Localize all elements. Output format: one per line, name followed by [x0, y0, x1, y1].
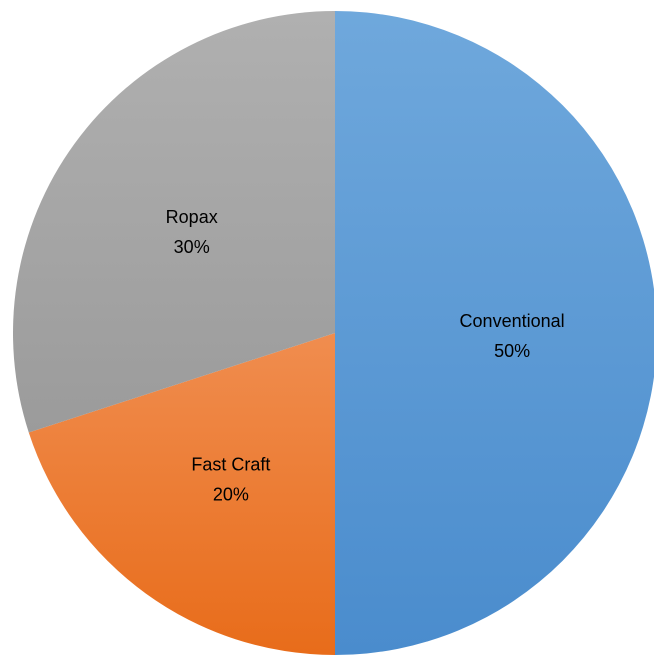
pie-slice-fast-craft — [28, 333, 335, 655]
slice-category-label: Fast Craft — [191, 454, 270, 474]
pie-slice-conventional — [335, 11, 654, 655]
pie-slice-ropax — [13, 11, 335, 433]
slice-data-label: Conventional 50% — [460, 311, 565, 361]
slice-category-label: Ropax — [166, 207, 218, 227]
slice-data-label: Ropax 30% — [166, 207, 218, 257]
slices-layer — [13, 11, 654, 655]
labels-layer: Conventional 50% Fast Craft 20% Ropax 30% — [166, 207, 565, 504]
slice-percent-label: 20% — [213, 484, 249, 504]
slice-category-label: Conventional — [460, 311, 565, 331]
slice-percent-label: 30% — [174, 237, 210, 257]
slice-percent-label: 50% — [494, 341, 530, 361]
slice-data-label: Fast Craft 20% — [191, 454, 270, 504]
